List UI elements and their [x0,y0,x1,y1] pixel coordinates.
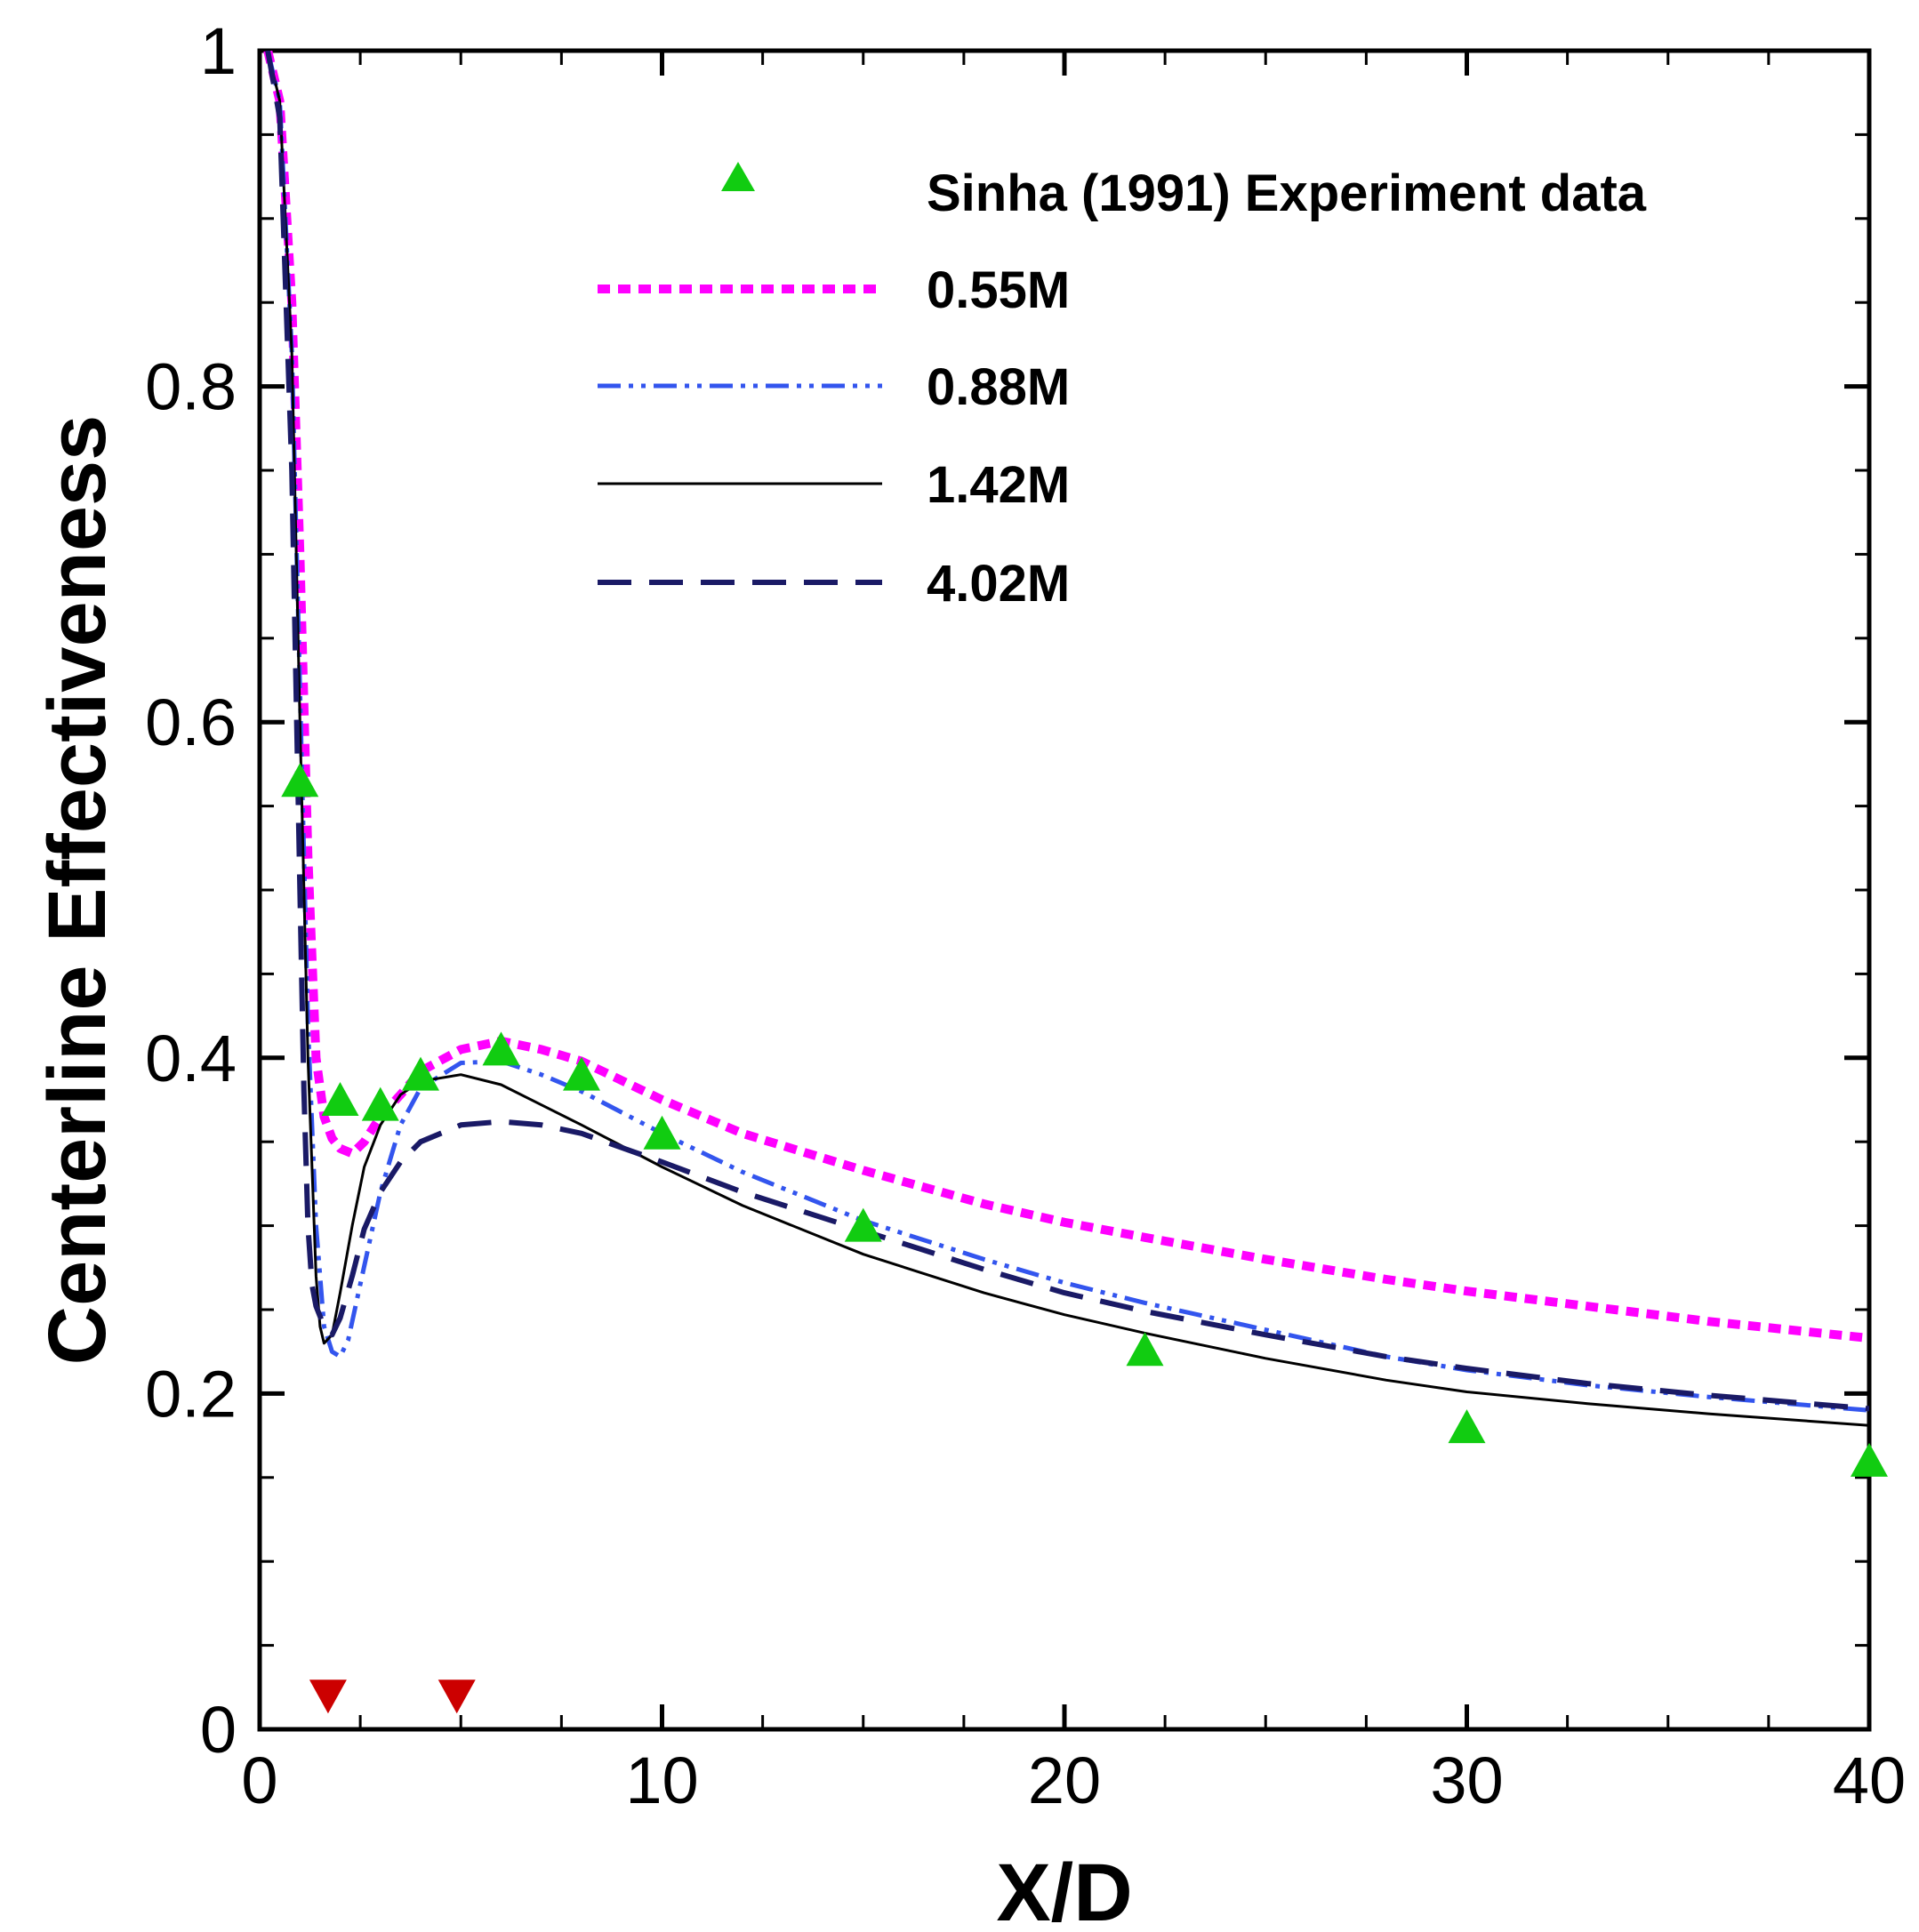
y-tick-label: 1 [200,14,237,88]
x-tick-label: 30 [1430,1744,1503,1817]
legend-label-0-88m: 0.88M [927,358,1070,416]
series-layer [263,51,1869,1427]
legend-label-0-55m: 0.55M [927,261,1070,319]
experiment-point [844,1207,882,1242]
experiment-point [361,1086,399,1121]
legend: Sinha (1991) Experiment data 0.55M 0.88M… [598,162,1647,613]
series-line-0-88m [265,51,1869,1413]
series-line-1-42m [266,51,1869,1427]
y-tick-label: 0.8 [145,350,237,424]
x-axis-label: X/D [996,1848,1132,1932]
y-tick-label: 0.6 [145,685,237,759]
x-tick-label: 0 [241,1744,277,1817]
y-tick-label: 0.4 [145,1022,237,1095]
experiment-point [482,1031,520,1066]
experiment-point [321,1082,359,1116]
experiment-point [563,1056,600,1091]
experiment-point [402,1056,439,1091]
y-axis-label: Centerline Effectiveness [32,415,123,1366]
legend-label-experiment: Sinha (1991) Experiment data [927,164,1647,222]
series-line-4-02m [265,51,1869,1412]
y-tick-label: 0.2 [145,1357,237,1431]
x-tick-label: 40 [1833,1744,1906,1817]
experiment-point [1126,1332,1164,1367]
experiment-point [643,1115,681,1150]
axis-ticks [257,48,1872,1732]
marker-layer [281,763,1888,1714]
experiment-point [281,763,319,798]
legend-marker-experiment [721,162,755,191]
hole-marker [438,1679,476,1714]
experiment-point [1448,1409,1486,1444]
experiment-point [1851,1442,1888,1477]
x-tick-label: 20 [1028,1744,1101,1817]
y-tick-label: 0 [200,1693,237,1767]
legend-label-1-42m: 1.42M [927,456,1070,514]
x-tick-label: 10 [625,1744,698,1817]
tick-labels: 0 10 20 30 40 0 0.2 0.4 0.6 0.8 1 [145,14,1906,1817]
legend-label-4-02m: 4.02M [927,555,1070,613]
series-line-0-55m [263,51,1869,1343]
hole-marker [309,1679,347,1714]
